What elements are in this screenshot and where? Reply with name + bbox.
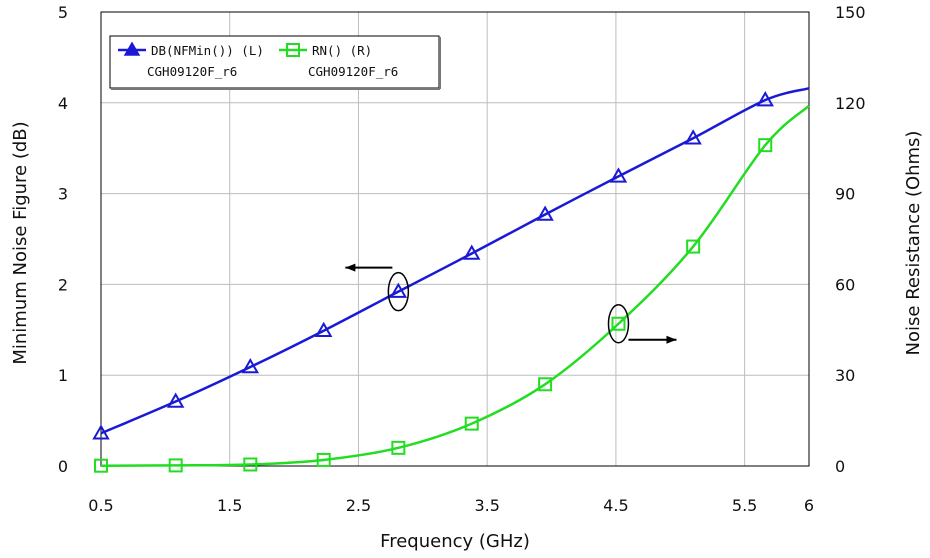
y-left-tick-label: 1 (58, 366, 68, 385)
legend-series-source: CGH09120F_r6 (308, 64, 398, 79)
highlight-ellipse (607, 303, 630, 344)
data-point (463, 244, 481, 260)
legend-series-name: RN() (R) (312, 43, 372, 58)
y-left-axis-title: Minimum Noise Figure (dB) (10, 121, 31, 364)
y-left-tick-label: 2 (58, 275, 68, 294)
legend-series-source: CGH09120F_r6 (147, 64, 237, 79)
data-point (756, 91, 774, 107)
data-point (389, 282, 408, 298)
x-axis-ticks: 0.5 1.5 2.5 3.5 4.5 5.5 6 (88, 496, 814, 515)
arrow-head (345, 263, 356, 272)
series-layer (92, 87, 810, 473)
data-point (684, 129, 702, 145)
legend-box (109, 35, 440, 89)
series-line (100, 104, 810, 467)
y-right-axis-title: Noise Resistance (Ohms) (903, 131, 924, 356)
y-left-tick-label: 4 (58, 94, 68, 113)
data-point (168, 458, 183, 473)
x-tick-label: 5.5 (732, 496, 757, 515)
data-point (314, 321, 333, 337)
legend-swatch-marker (123, 41, 141, 56)
x-axis-title: Frequency (GHz) (380, 531, 530, 552)
series-rn (94, 104, 810, 473)
data-point (464, 416, 479, 431)
y-right-axis-ticks: 0 30 60 90 120 150 (835, 3, 866, 476)
y-right-tick-label: 90 (835, 185, 855, 204)
legend-entry: RN() (R) CGH09120F_r6 (279, 43, 398, 79)
series-nfmin (92, 87, 810, 440)
x-tick-label: 6 (804, 496, 814, 515)
x-tick-label: 1.5 (217, 496, 242, 515)
data-point (611, 316, 626, 331)
axis-indicator-right (607, 303, 677, 344)
data-point (609, 167, 628, 183)
arrow-head (666, 335, 677, 344)
data-point (241, 358, 260, 374)
y-left-tick-label: 5 (58, 3, 68, 22)
x-tick-label: 2.5 (346, 496, 371, 515)
y-right-tick-label: 0 (835, 457, 845, 476)
data-point (686, 239, 701, 254)
data-point (538, 377, 553, 392)
y-right-tick-label: 30 (835, 366, 855, 385)
data-point (316, 452, 331, 467)
legend-entry: DB(NFMin()) (L) CGH09120F_r6 (118, 41, 264, 79)
y-right-tick-label: 60 (835, 275, 855, 294)
data-point (391, 440, 406, 455)
data-point (92, 424, 110, 440)
y-left-axis-ticks: 0 1 2 3 4 5 (58, 3, 68, 476)
x-tick-label: 4.5 (603, 496, 628, 515)
highlight-ellipse (387, 271, 410, 312)
data-point (758, 138, 773, 153)
x-tick-label: 3.5 (474, 496, 499, 515)
data-point (166, 392, 185, 408)
x-tick-label: 0.5 (88, 496, 113, 515)
y-right-tick-label: 120 (835, 94, 866, 113)
plot-frame (100, 11, 810, 467)
data-point (94, 458, 108, 473)
legend-swatch-marker (286, 43, 300, 57)
axis-indicator-left (345, 263, 410, 312)
data-point (243, 457, 258, 472)
annotation-layer (345, 263, 677, 344)
legend-series-name: DB(NFMin()) (L) (151, 43, 264, 58)
y-left-tick-label: 3 (58, 185, 68, 204)
y-left-tick-label: 0 (58, 457, 68, 476)
series-line (100, 87, 810, 435)
data-point (536, 205, 554, 221)
legend: DB(NFMin()) (L) CGH09120F_r6 RN() (R) CGH09… (109, 35, 441, 90)
y-right-tick-label: 150 (835, 3, 866, 22)
